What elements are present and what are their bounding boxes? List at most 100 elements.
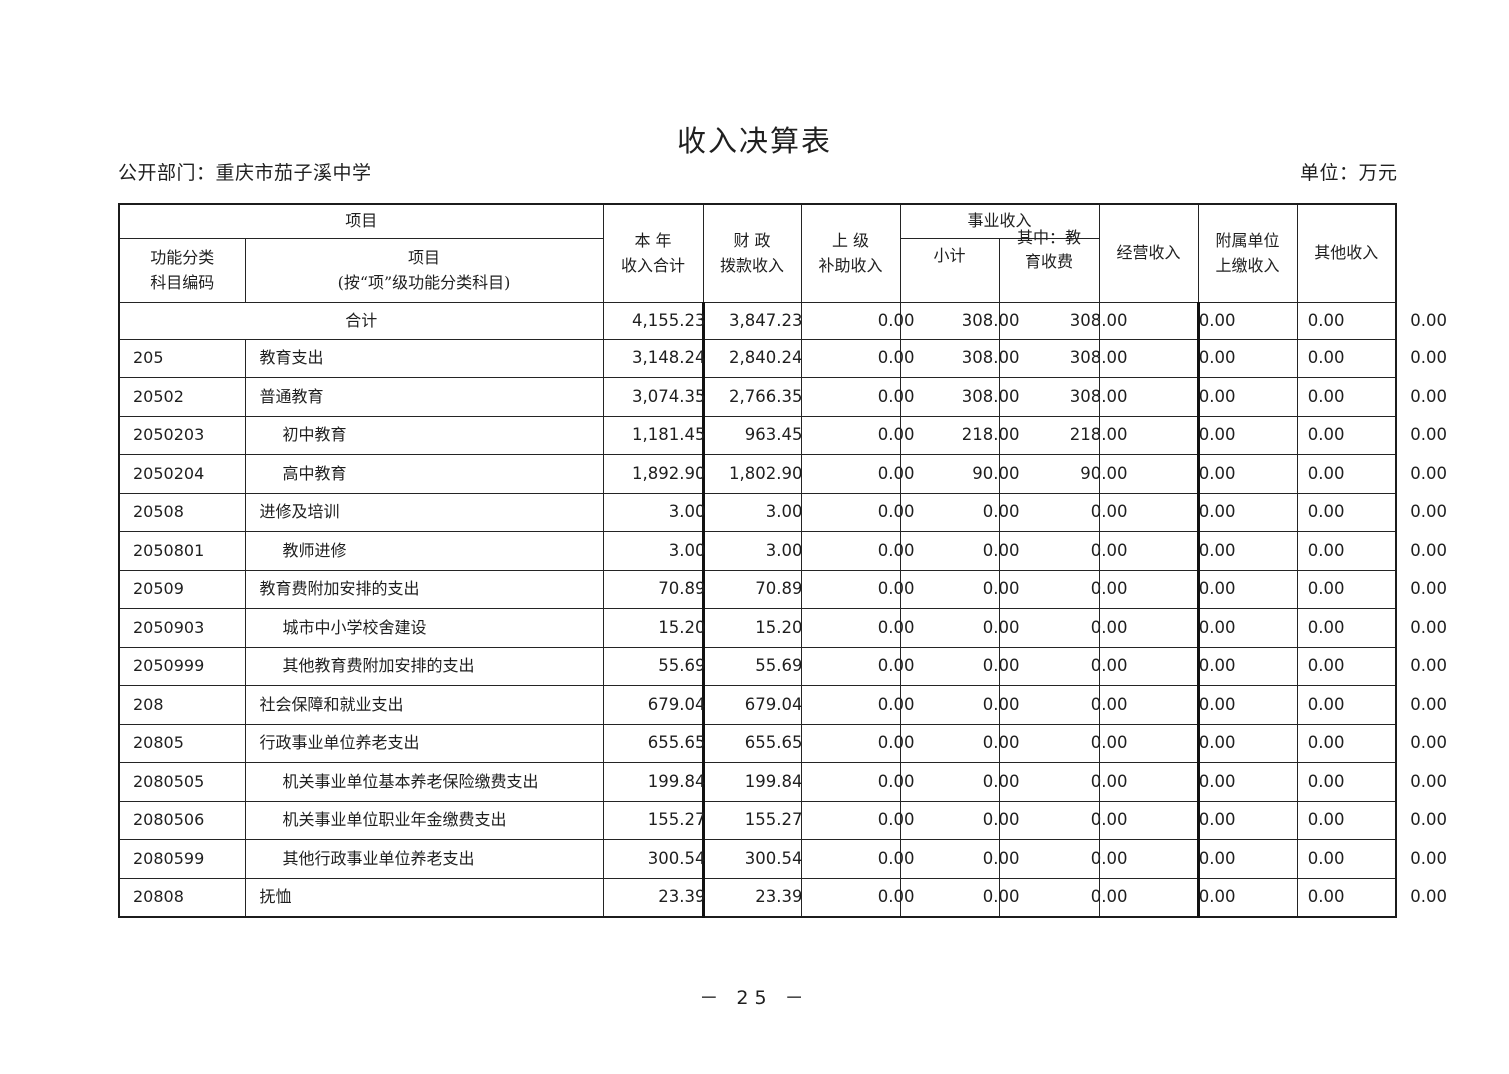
value-text: 0.00 (1198, 887, 1236, 906)
value-cell: 3.00 (602, 492, 706, 532)
value-cell: 300.54 (602, 839, 706, 879)
value-text: 308.00 (961, 348, 1020, 368)
value-cell: 0.00 (1296, 800, 1447, 840)
row-code: 2050801 (118, 531, 246, 571)
value-cell: 0.00 (800, 877, 915, 917)
value-text: 0.00 (1198, 425, 1236, 445)
value-text: 0.00 (982, 810, 1020, 830)
col-header-annual-total: 本 年 收入合计 (602, 203, 704, 303)
value-cell: 2,766.35 (702, 377, 803, 417)
row-code: 208 (118, 685, 246, 725)
table-row: 20805 行政事业单位养老支出 655.65 655.65 0.00 0.00 0.00 0… (118, 723, 1447, 763)
value-cell: 0.00 (1197, 377, 1345, 417)
value-cell: 308.00 (998, 338, 1128, 378)
value-cell: 0.00 (1296, 877, 1447, 917)
value-cell: 0.00 (1098, 377, 1236, 417)
value-cell: 655.65 (702, 723, 803, 763)
value-text: 0.00 (877, 733, 915, 753)
value-cell: 0.00 (1197, 531, 1345, 571)
value-cell: 0.00 (800, 301, 915, 340)
table-row: 2080505 机关事业单位基本养老保险缴费支出 199.84 199.84 0.00 0… (118, 762, 1447, 802)
row-name: 高中教育 (244, 454, 604, 494)
value-cell: 0.00 (1296, 531, 1447, 571)
value-cell: 0.00 (1296, 454, 1447, 494)
value-text: 0.00 (1410, 502, 1448, 522)
value-cell: 0.00 (800, 569, 915, 609)
value-text: 3.00 (668, 502, 706, 522)
project-item-line2: (按“项”级功能分类科目) (337, 273, 511, 292)
value-cell: 155.27 (602, 800, 706, 840)
value-text: 0.00 (877, 771, 915, 791)
value-text: 308.00 (961, 310, 1020, 330)
col-header-operating-income: 经营收入 (1098, 203, 1199, 303)
value-text: 0.00 (1198, 310, 1236, 330)
value-cell: 0.00 (899, 569, 1020, 609)
value-text: 0.00 (1307, 617, 1345, 637)
value-text: 0.00 (1307, 425, 1345, 445)
value-cell: 0.00 (1197, 723, 1345, 763)
value-text: 0.00 (1410, 733, 1448, 753)
value-cell: 308.00 (899, 377, 1020, 417)
value-text: 0.00 (1307, 386, 1345, 406)
value-cell: 0.00 (800, 762, 915, 802)
value-text: 0.00 (982, 887, 1020, 906)
value-cell: 0.00 (998, 723, 1128, 763)
value-text: 963.45 (744, 425, 803, 445)
value-text: 0.00 (1198, 579, 1236, 599)
value-cell: 0.00 (800, 800, 915, 840)
table-header: 项目 本 年 收入合计 财 政 拨款收入 上 级 补助收入 事业收入 (118, 203, 1397, 303)
value-cell: 300.54 (702, 839, 803, 879)
value-text: 23.39 (658, 887, 706, 906)
value-text: 0.00 (1410, 579, 1448, 599)
value-cell: 0.00 (899, 492, 1020, 532)
value-text: 0.00 (1090, 848, 1128, 868)
value-text: 0.00 (982, 617, 1020, 637)
education-fee-line2: 育收费 (1025, 251, 1074, 271)
value-cell: 0.00 (899, 800, 1020, 840)
value-cell: 0.00 (1197, 762, 1345, 802)
row-name: 教师进修 (244, 531, 604, 571)
row-label-total: 合计 (118, 301, 604, 340)
value-text: 0.00 (1198, 810, 1236, 830)
value-text: 4,155.23 (632, 310, 706, 330)
value-cell: 0.00 (1098, 877, 1236, 917)
row-code: 2050204 (118, 454, 246, 494)
value-text: 55.69 (658, 656, 706, 676)
value-text: 0.00 (982, 694, 1020, 714)
value-cell: 0.00 (1197, 454, 1345, 494)
row-name: 教育支出 (244, 338, 604, 378)
row-name: 教育费附加安排的支出 (244, 569, 604, 609)
value-text: 0.00 (1090, 694, 1128, 714)
table-row: 2050999 其他教育费附加安排的支出 55.69 55.69 0.00 0.00 0.0… (118, 646, 1447, 686)
value-text: 0.00 (1307, 463, 1345, 483)
page-number: － 25 － (699, 987, 810, 1009)
value-text: 679.04 (647, 694, 706, 714)
value-text: 0.00 (1410, 848, 1448, 868)
row-code: 2050203 (118, 415, 246, 455)
value-text: 0.00 (877, 425, 915, 445)
value-cell: 0.00 (1197, 877, 1345, 917)
value-cell: 0.00 (998, 877, 1128, 917)
value-text: 0.00 (1090, 540, 1128, 560)
col-header-fiscal-appropriation: 财 政 拨款收入 (702, 203, 802, 303)
table-row: 2080599 其他行政事业单位养老支出 300.54 300.54 0.00 0.00 0… (118, 839, 1447, 879)
value-cell: 218.00 (998, 415, 1128, 455)
value-cell: 15.20 (602, 608, 706, 648)
value-cell: 0.00 (1098, 415, 1236, 455)
value-text: 0.00 (877, 810, 915, 830)
value-cell: 0.00 (1197, 608, 1345, 648)
value-text: 0.00 (982, 771, 1020, 791)
row-code: 20502 (118, 377, 246, 417)
value-cell: 0.00 (800, 377, 915, 417)
row-name: 抚恤 (244, 877, 604, 917)
value-text: 0.00 (1410, 310, 1448, 330)
value-text: 0.00 (877, 502, 915, 522)
value-text: 0.00 (877, 887, 915, 906)
value-cell: 0.00 (1296, 839, 1447, 879)
value-cell: 0.00 (1098, 762, 1236, 802)
col-header-other-income: 其他收入 (1296, 203, 1397, 303)
value-cell: 0.00 (998, 762, 1128, 802)
value-text: 1,181.45 (632, 425, 706, 445)
value-text: 0.00 (1410, 386, 1448, 406)
value-text: 679.04 (744, 694, 803, 714)
